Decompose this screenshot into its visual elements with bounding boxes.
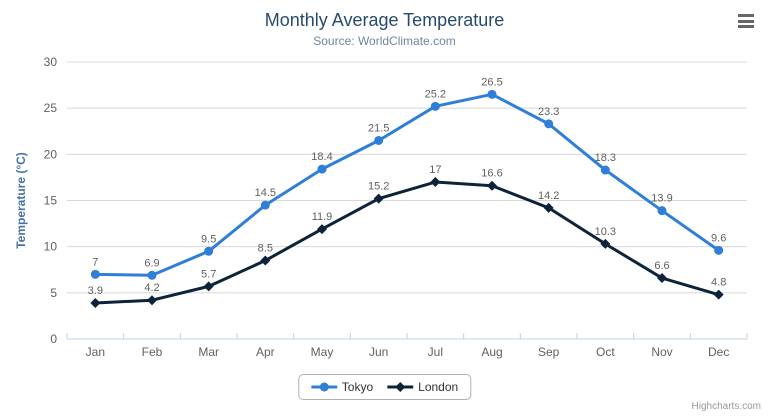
y-axis-tick-label: 10 (44, 240, 58, 254)
data-point-marker-tokyo[interactable] (487, 89, 497, 99)
data-label: 3.9 (88, 285, 103, 297)
data-label: 26.5 (481, 76, 502, 88)
data-point-marker-tokyo[interactable] (657, 206, 667, 216)
data-point-marker-london[interactable] (543, 202, 554, 213)
circle-marker-icon (310, 382, 337, 392)
data-point-marker-tokyo[interactable] (204, 246, 214, 256)
data-point-marker-tokyo[interactable] (600, 165, 610, 175)
data-label: 14.2 (538, 190, 559, 202)
data-point-marker-london[interactable] (657, 273, 667, 284)
data-point-marker-tokyo[interactable] (90, 269, 100, 279)
diamond-marker-icon (387, 382, 414, 392)
data-point-marker-london[interactable] (260, 255, 271, 266)
data-point-marker-london[interactable] (147, 295, 157, 306)
data-point-marker-london[interactable] (203, 281, 214, 292)
data-label: 15.2 (368, 181, 389, 193)
y-axis-tick-label: 0 (50, 332, 57, 346)
data-label: 18.3 (595, 152, 616, 164)
data-point-marker-london[interactable] (430, 177, 441, 188)
x-axis-category-label: Mar (198, 345, 219, 359)
y-axis-title: Temperature (°C) (14, 152, 28, 249)
data-point-marker-tokyo[interactable] (317, 164, 327, 174)
hamburger-icon (738, 25, 754, 28)
data-label: 8.5 (258, 243, 273, 255)
data-label: 6.6 (654, 260, 669, 272)
x-axis-category-label: Apr (256, 345, 275, 359)
data-point-marker-tokyo[interactable] (714, 245, 724, 255)
data-point-marker-tokyo[interactable] (147, 270, 157, 280)
legend-item-london[interactable]: London (387, 380, 458, 394)
data-label: 10.3 (595, 226, 616, 238)
data-label: 4.2 (144, 282, 159, 294)
data-point-marker-london[interactable] (373, 193, 384, 204)
chart-title: Monthly Average Temperature (264, 10, 505, 30)
data-label: 7 (92, 256, 98, 268)
x-axis-category-label: Sep (538, 345, 560, 359)
x-axis-category-label: Jul (428, 345, 443, 359)
chart-subtitle: Source: WorldClimate.com (313, 34, 456, 48)
y-axis-tick-label: 15 (44, 194, 58, 208)
x-axis-category-label: Jun (369, 345, 388, 359)
x-axis-category-label: Jan (86, 345, 105, 359)
hamburger-menu-button[interactable] (738, 14, 754, 28)
x-axis-category-label: Dec (708, 345, 729, 359)
data-label: 23.3 (538, 106, 559, 118)
x-axis-category-label: Oct (596, 345, 615, 359)
y-axis-tick-label: 30 (44, 55, 58, 69)
data-label: 5.7 (201, 268, 216, 280)
x-axis-category-label: May (311, 345, 334, 359)
data-label: 4.8 (711, 277, 726, 289)
legend: Tokyo London (297, 374, 472, 400)
data-label: 14.5 (255, 187, 276, 199)
x-axis-category-label: Nov (651, 345, 672, 359)
data-label: 21.5 (368, 122, 389, 134)
hamburger-icon (738, 14, 754, 17)
data-label: 9.5 (201, 233, 216, 245)
series-line-london (93, 180, 721, 305)
data-point-marker-tokyo[interactable] (430, 101, 440, 111)
data-point-marker-london[interactable] (600, 238, 611, 249)
data-label: 16.6 (481, 168, 502, 180)
data-point-marker-tokyo[interactable] (260, 200, 270, 210)
hamburger-icon (738, 19, 754, 23)
data-point-marker-london[interactable] (487, 180, 497, 191)
data-label: 6.9 (144, 257, 159, 269)
data-label: 18.4 (311, 151, 332, 163)
y-axis-tick-label: 5 (50, 286, 57, 300)
data-label: 11.9 (312, 211, 333, 223)
data-label: 25.2 (425, 88, 446, 100)
credits-link[interactable]: Highcharts.com (691, 401, 761, 412)
legend-item-tokyo[interactable]: Tokyo (310, 380, 374, 394)
y-axis-tick-label: 25 (44, 101, 58, 115)
x-axis-category-label: Feb (142, 345, 163, 359)
data-label: 9.6 (711, 232, 726, 244)
data-label: 17 (429, 164, 441, 176)
x-axis-category-label: Aug (481, 345, 502, 359)
legend-label: London (418, 380, 459, 394)
data-point-marker-tokyo[interactable] (544, 119, 554, 129)
data-label: 13.9 (651, 193, 672, 205)
legend-label: Tokyo (341, 380, 374, 394)
data-point-marker-tokyo[interactable] (374, 135, 384, 145)
data-point-marker-london[interactable] (90, 297, 101, 308)
y-axis-tick-label: 20 (44, 147, 58, 161)
series-line-tokyo (93, 92, 721, 277)
data-point-marker-london[interactable] (317, 224, 327, 235)
data-point-marker-london[interactable] (713, 289, 724, 300)
